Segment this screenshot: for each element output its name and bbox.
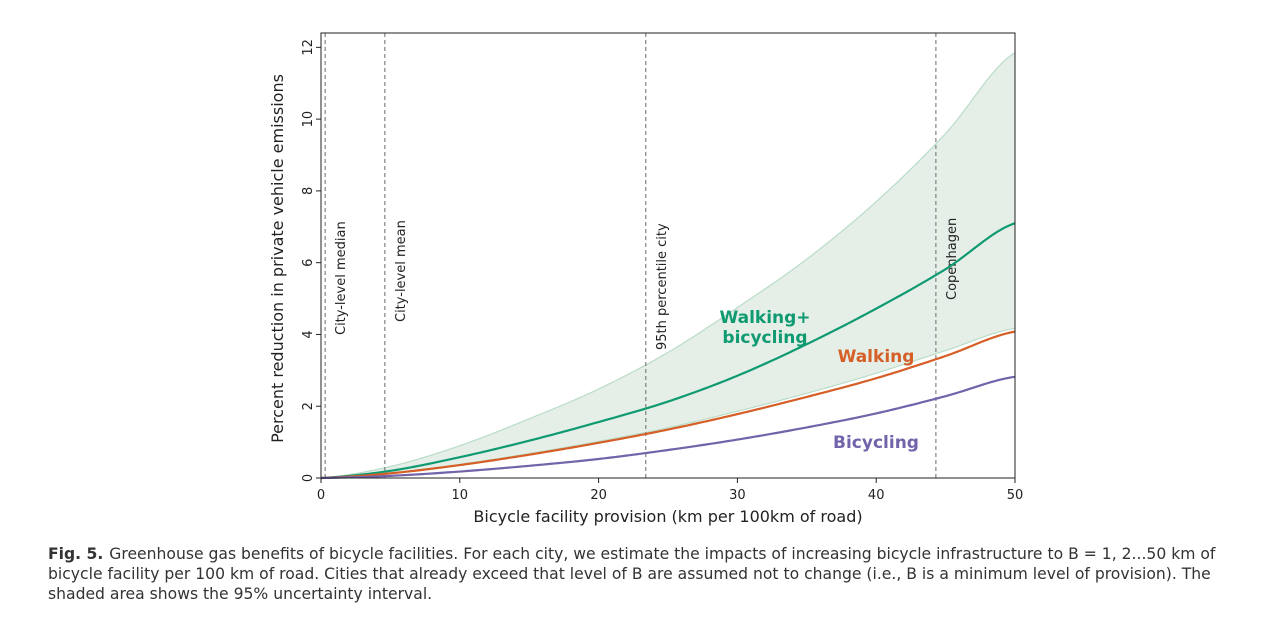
series-label: Bicycling [833, 433, 919, 453]
y-tick-label: 8 [301, 187, 316, 195]
figure-caption: Fig. 5. Greenhouse gas benefits of bicycl… [48, 544, 1253, 604]
y-tick-label: 10 [301, 111, 316, 128]
series-label: Walking+ bicycling [719, 308, 810, 348]
caption-text: Greenhouse gas benefits of bicycle facil… [48, 545, 1216, 603]
series-label: Walking [838, 347, 915, 367]
reference-line-label: 95th percentile city [655, 223, 670, 350]
x-axis-label: Bicycle facility provision (km per 100km… [473, 507, 862, 526]
plot-frame [320, 32, 1016, 479]
figure-label: Fig. 5. [48, 545, 104, 563]
x-tick-label: 40 [868, 488, 885, 503]
uncertainty-band-upper-edge [320, 52, 1016, 479]
x-tick-label: 50 [1007, 488, 1024, 503]
x-tick-label: 0 [317, 488, 325, 503]
emissions-chart: City-level median City-level mean 95th per… [268, 32, 1024, 526]
x-tick-label: 10 [452, 488, 469, 503]
reference-line-label: Copenhagen [945, 218, 960, 300]
series-line [320, 330, 1016, 480]
series-line [320, 222, 1016, 480]
reference-line-label: City-level mean [394, 220, 409, 322]
y-tick-label: 12 [301, 39, 316, 56]
y-axis-label: Percent reduction in private vehicle emi… [268, 74, 287, 443]
x-tick-label: 30 [729, 488, 746, 503]
series-line [320, 375, 1016, 480]
y-tick-label: 0 [301, 474, 316, 482]
uncertainty-band [321, 52, 1015, 479]
y-tick-label: 6 [301, 259, 316, 267]
y-tick-label: 4 [301, 330, 316, 338]
x-tick-label: 20 [590, 488, 607, 503]
y-tick-label: 2 [301, 402, 316, 410]
reference-line-label: City-level median [334, 221, 349, 335]
